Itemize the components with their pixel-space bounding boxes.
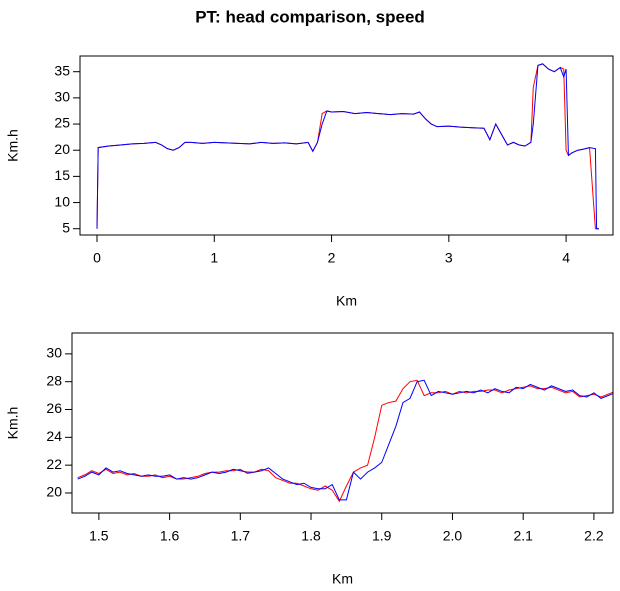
- y-tick-label: 5: [62, 219, 70, 235]
- data-line: [96, 63, 599, 230]
- y-tick-label: 10: [54, 193, 70, 209]
- y-tick-label: 22: [46, 456, 62, 472]
- x-tick-label: 2.2: [584, 528, 604, 544]
- x-tick-label: 4: [562, 250, 570, 266]
- y-tick-label: 24: [46, 428, 62, 444]
- y-tick-label: 35: [54, 62, 70, 78]
- y-axis-label: Km.h: [5, 129, 21, 162]
- y-tick-label: 20: [54, 141, 70, 157]
- x-tick-label: 1.5: [89, 528, 109, 544]
- data-line: [77, 379, 613, 503]
- x-tick-label: 1.6: [160, 528, 180, 544]
- x-axis-label: Km: [332, 571, 353, 587]
- x-axis-label: Km: [336, 293, 357, 309]
- plot-lines: [77, 379, 613, 503]
- y-tick-label: 20: [46, 484, 62, 500]
- plot-frame: [71, 332, 614, 514]
- x-tick-label: 1.9: [372, 528, 392, 544]
- x-tick-label: 0: [93, 250, 101, 266]
- y-tick-label: 30: [54, 89, 70, 105]
- y-tick-label: 15: [54, 167, 70, 183]
- x-tick-label: 2.0: [443, 528, 463, 544]
- plot-lines: [96, 63, 599, 230]
- y-axis-label: Km.h: [5, 407, 21, 440]
- x-tick-label: 1: [210, 250, 218, 266]
- x-tick-label: 1.7: [231, 528, 251, 544]
- x-tick-label: 2: [328, 250, 336, 266]
- data-line: [96, 63, 599, 230]
- figure-title: PT: head comparison, speed: [195, 7, 425, 26]
- plot-frame: [79, 55, 614, 236]
- x-tick-label: 2.1: [513, 528, 533, 544]
- data-line: [77, 379, 613, 501]
- y-tick-label: 28: [46, 372, 62, 388]
- y-tick-label: 30: [46, 345, 62, 361]
- x-tick-label: 3: [445, 250, 453, 266]
- y-tick-label: 25: [54, 115, 70, 131]
- y-tick-label: 26: [46, 400, 62, 416]
- x-tick-label: 1.8: [301, 528, 321, 544]
